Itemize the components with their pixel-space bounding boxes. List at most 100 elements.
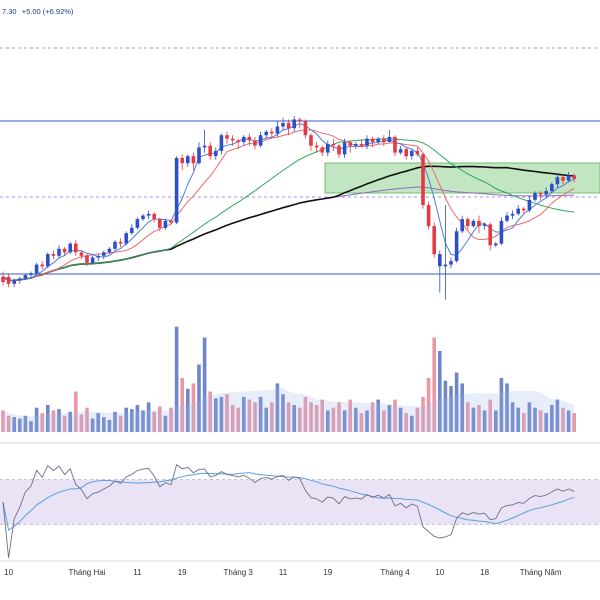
candle <box>236 138 240 150</box>
candle-body <box>454 231 459 261</box>
volume-bar <box>146 402 151 432</box>
candle <box>208 142 212 160</box>
candle <box>85 254 89 267</box>
volume-bar <box>510 402 515 432</box>
candle-body <box>393 136 397 153</box>
candle-body <box>146 213 151 216</box>
candle <box>426 201 431 230</box>
candle <box>471 219 476 228</box>
candle-body <box>286 123 291 129</box>
candle-body <box>253 140 257 146</box>
volume-bar <box>533 407 537 432</box>
volume-bar <box>382 410 386 432</box>
volume-bar <box>186 388 190 432</box>
candle-body <box>141 215 145 220</box>
volume-bar <box>488 399 492 432</box>
volume-bar <box>292 405 296 432</box>
candle <box>348 140 352 153</box>
volume-bar <box>247 399 252 432</box>
volume-bar <box>370 402 375 432</box>
volume-bar <box>471 407 476 432</box>
candle-body <box>6 276 11 284</box>
volume-bar <box>566 410 571 432</box>
candle <box>533 191 537 202</box>
candle-body <box>348 142 352 146</box>
x-tick-label: 10 <box>4 568 13 577</box>
candle <box>275 121 280 137</box>
volume-bar <box>443 380 448 432</box>
candle-body <box>152 213 156 220</box>
volume-bar <box>477 405 481 432</box>
candle <box>270 128 274 137</box>
volume-bar <box>527 402 532 432</box>
volume-bar <box>555 399 560 432</box>
candle <box>62 247 67 256</box>
volume-bar <box>57 409 61 433</box>
candle <box>225 131 229 144</box>
price-readout: 7.30 +5.00 (+6.92%) <box>2 7 74 16</box>
candle-body <box>404 149 408 157</box>
candle <box>118 238 123 248</box>
volume-bar <box>208 391 212 432</box>
candle-body <box>337 145 341 155</box>
candle-body <box>527 199 532 211</box>
candle-body <box>225 135 229 139</box>
candle <box>410 149 414 160</box>
candle <box>370 136 375 148</box>
candle <box>18 276 22 284</box>
candle-body <box>449 261 453 265</box>
x-tick-label: 10 <box>435 568 444 577</box>
candle-body <box>40 264 44 267</box>
volume-bar <box>331 407 336 432</box>
candle <box>331 138 336 151</box>
candle <box>477 215 481 234</box>
rsi-layer <box>2 463 575 559</box>
candle-body <box>494 243 498 246</box>
rsi-line <box>2 463 575 559</box>
candle-body <box>18 278 22 281</box>
volume-bar <box>113 411 117 433</box>
volume-bar <box>169 407 173 432</box>
rsi-band <box>0 479 600 525</box>
candle <box>46 252 50 268</box>
candle-body <box>34 264 39 274</box>
x-tick-label: Tháng Năm <box>520 568 562 577</box>
volume-bar <box>197 364 201 432</box>
candle <box>230 135 235 146</box>
candle <box>292 116 296 132</box>
x-tick-label: 11 <box>133 568 142 577</box>
candle-body <box>387 136 392 143</box>
candle <box>186 154 190 167</box>
volume-bar <box>242 396 246 432</box>
candle <box>314 142 319 153</box>
candle <box>163 219 168 230</box>
candle <box>415 147 420 157</box>
candle-body <box>1 276 5 282</box>
candle <box>40 261 44 270</box>
candle <box>376 136 380 144</box>
candle-body <box>438 254 442 267</box>
candle <box>404 147 408 160</box>
candle <box>516 205 520 216</box>
volume-bar <box>12 417 16 432</box>
volume-bar <box>264 407 268 432</box>
candle <box>51 250 56 260</box>
candle <box>74 240 78 256</box>
candle <box>12 278 16 288</box>
volume-bar <box>191 383 196 432</box>
candle <box>320 145 324 157</box>
candle <box>107 247 112 255</box>
volume-bar <box>460 383 464 432</box>
volume-bar <box>68 411 72 433</box>
candle <box>113 240 117 251</box>
candle-body <box>505 215 509 221</box>
candle <box>421 152 425 209</box>
volume-bar <box>258 396 263 432</box>
rsi-average-line <box>2 472 575 531</box>
volume-bar <box>426 378 431 432</box>
candle-body <box>135 219 140 228</box>
x-tick-label: Tháng 4 <box>380 568 410 577</box>
volume-bar <box>29 421 33 432</box>
candles-layer <box>1 116 576 300</box>
candle <box>326 140 330 157</box>
